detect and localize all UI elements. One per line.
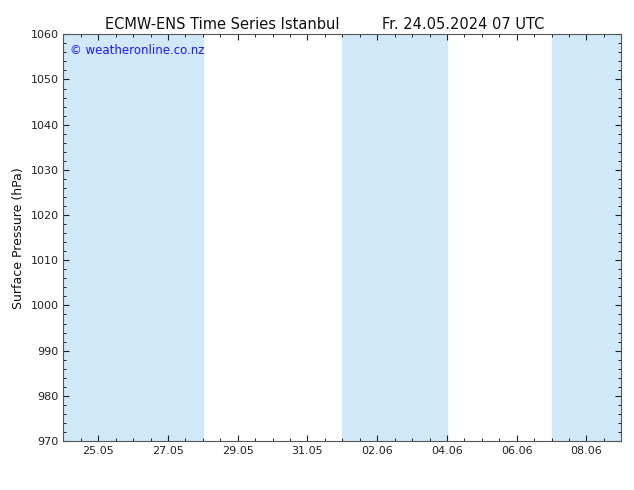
Bar — [342, 34, 412, 441]
Text: ECMW-ENS Time Series Istanbul: ECMW-ENS Time Series Istanbul — [105, 17, 339, 32]
Y-axis label: Surface Pressure (hPa): Surface Pressure (hPa) — [12, 167, 25, 309]
Bar — [63, 34, 133, 441]
Bar — [133, 34, 203, 441]
Bar — [552, 34, 621, 441]
Text: © weatheronline.co.nz: © weatheronline.co.nz — [70, 45, 205, 57]
Text: Fr. 24.05.2024 07 UTC: Fr. 24.05.2024 07 UTC — [382, 17, 544, 32]
Bar — [412, 34, 447, 441]
